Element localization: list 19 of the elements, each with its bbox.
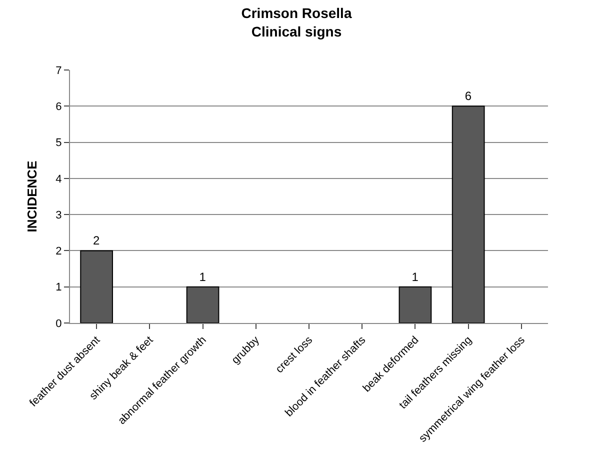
chart-title: Crimson Rosella (241, 5, 352, 22)
data-label: 1 (199, 270, 206, 284)
data-label: 1 (412, 270, 419, 284)
y-tick-label: 0 (56, 318, 62, 330)
y-tick-label: 5 (56, 137, 62, 150)
bar (186, 286, 220, 323)
data-label: 2 (93, 234, 100, 248)
data-label: 6 (464, 89, 472, 104)
bar (80, 250, 113, 323)
y-axis-title: INCIDENCE (24, 160, 40, 232)
bar (452, 106, 485, 323)
bar (398, 286, 432, 323)
y-tick-label: 4 (56, 173, 62, 186)
y-tick-label: 2 (56, 246, 62, 258)
y-tick-label: 1 (56, 282, 62, 294)
y-tick-label: 3 (56, 209, 62, 222)
y-tick-label: 7 (56, 64, 62, 77)
chart-subtitle: Clinical signs (251, 23, 342, 40)
y-tick-label: 6 (56, 100, 62, 113)
